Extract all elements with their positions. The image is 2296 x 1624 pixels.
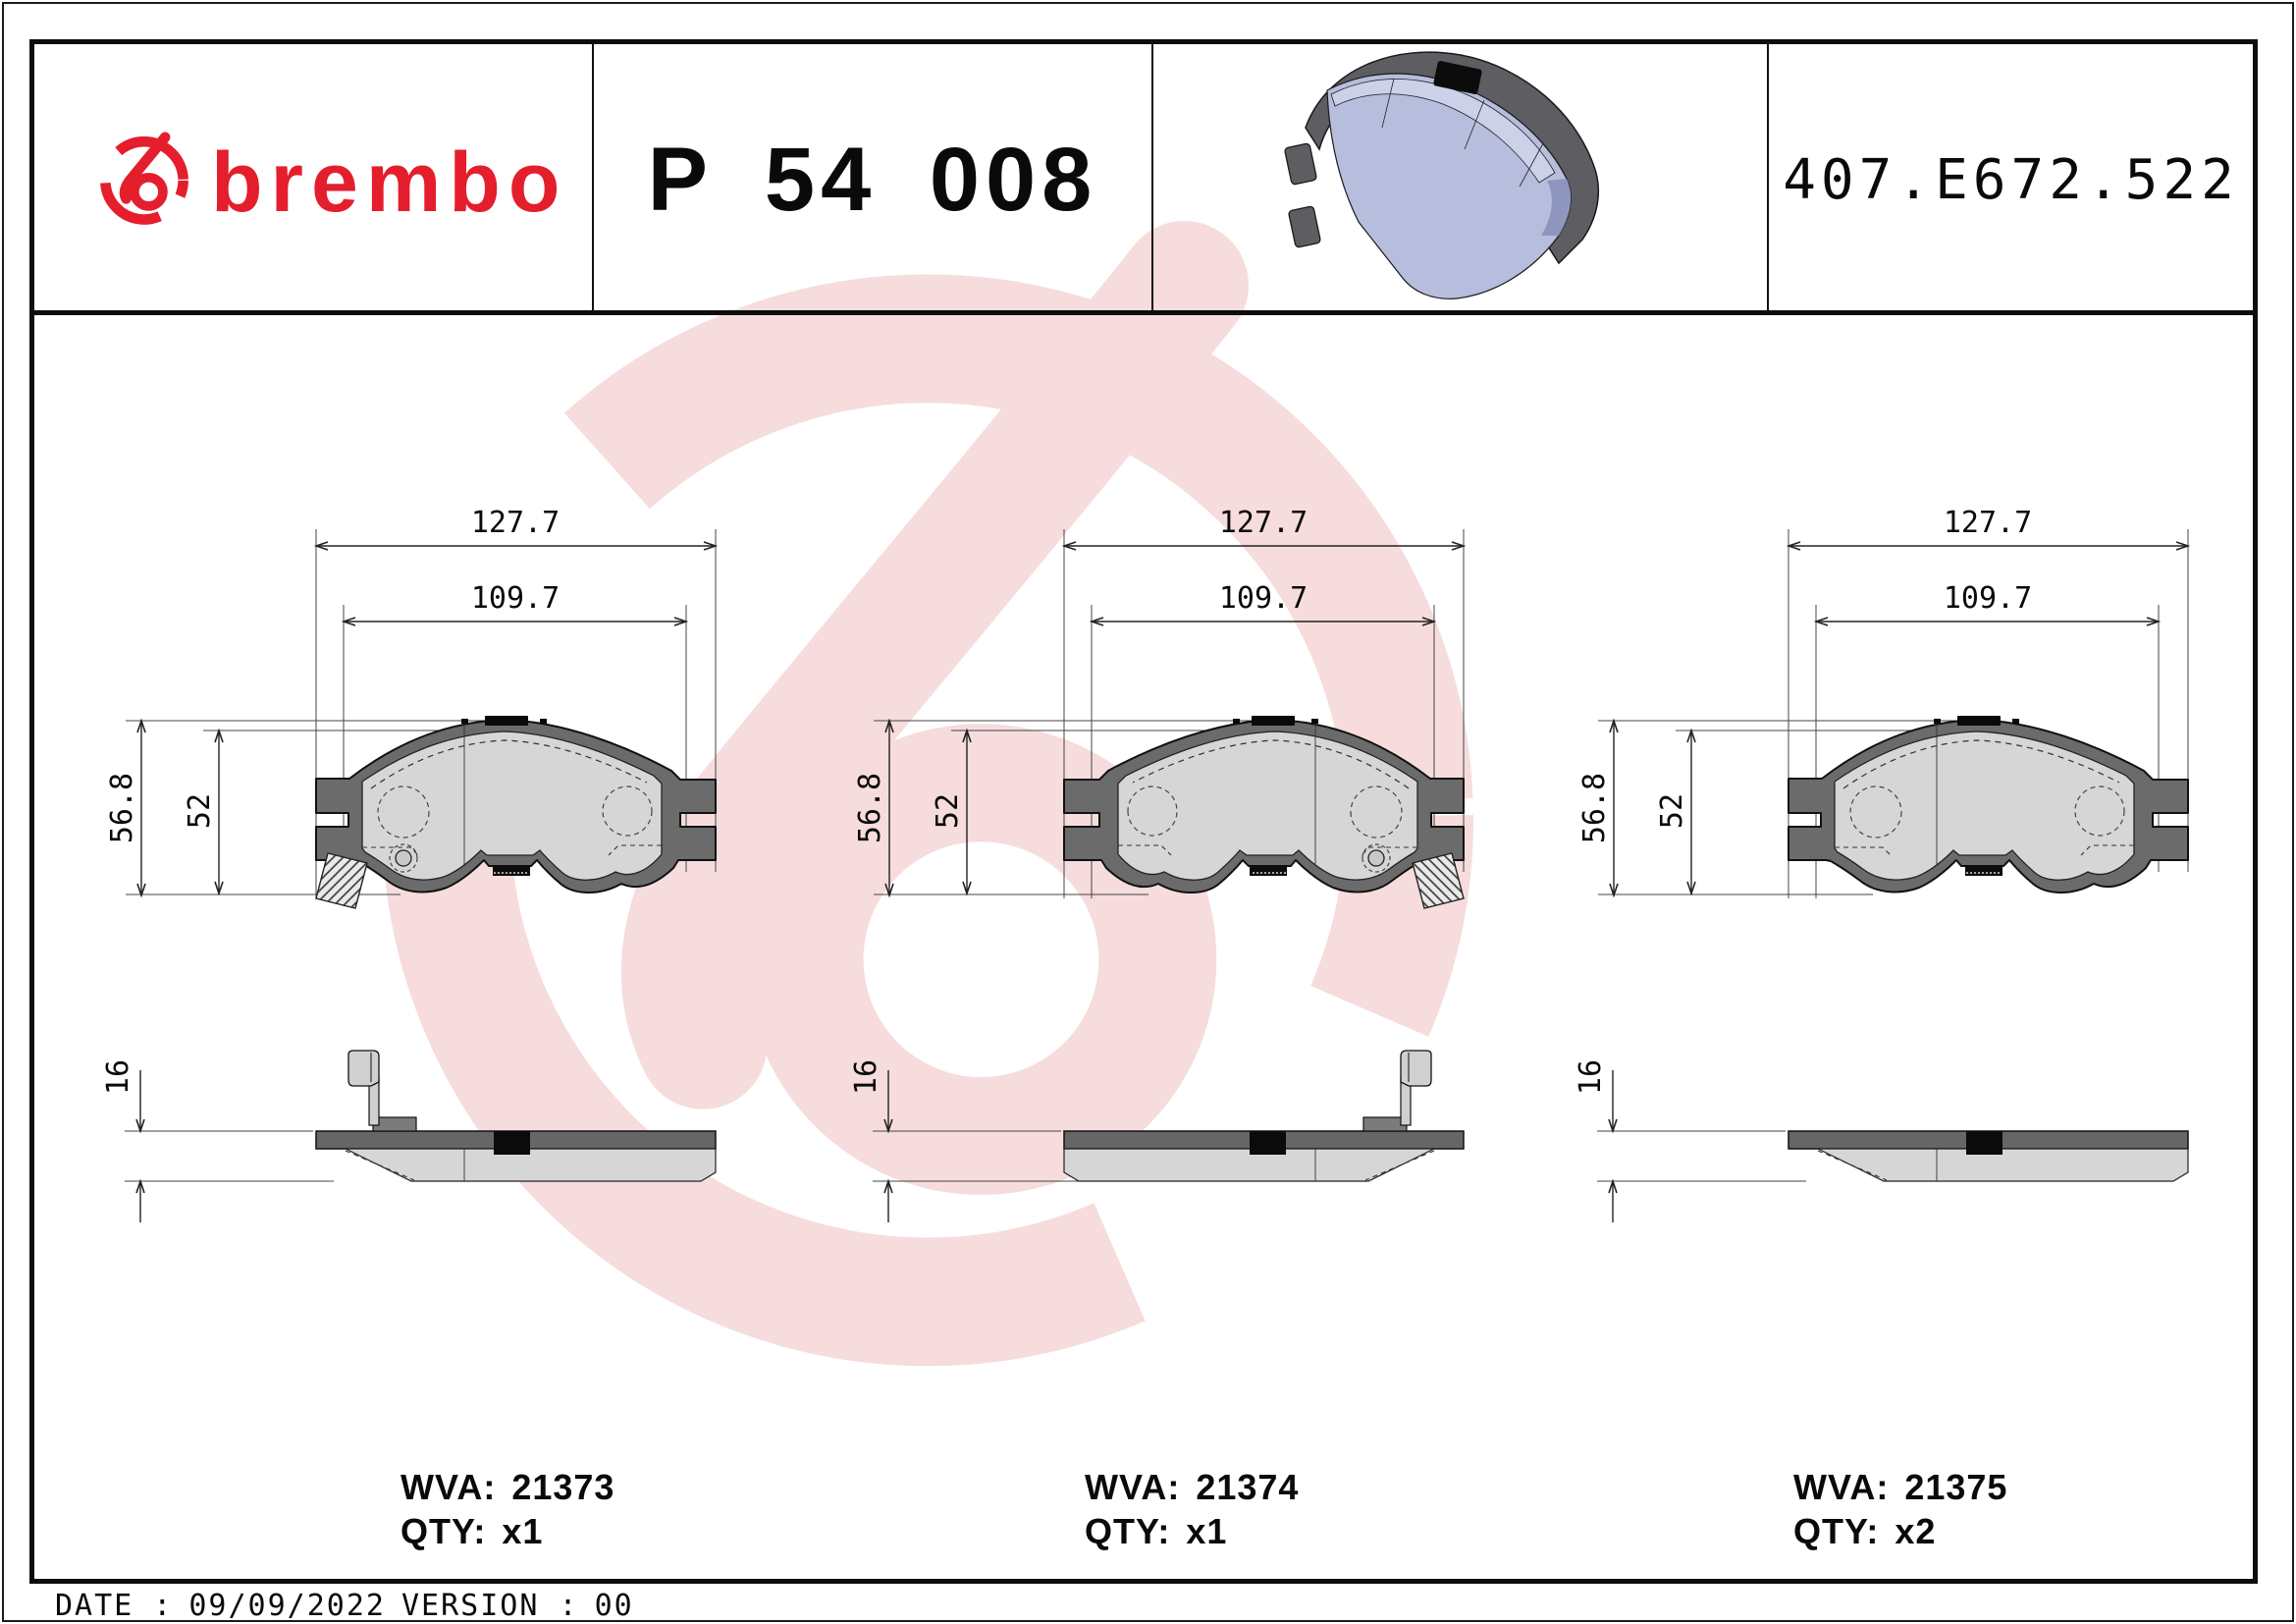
brembo-wordmark: brembo: [211, 135, 568, 230]
qty-label-1: QTY:: [400, 1511, 487, 1551]
header-row: brembo P 54 008 407.E672.522: [34, 44, 2253, 315]
pad-1-annotation: WVA: 21373 QTY: x1: [400, 1465, 614, 1553]
wva-value-1: 21373: [511, 1467, 615, 1507]
drawing-code: 407.E672.522: [1783, 147, 2239, 212]
qty-value-3: x2: [1895, 1511, 1937, 1551]
drawing-code-cell: 407.E672.522: [1769, 44, 2253, 315]
pad-3-annotation: WVA: 21375 QTY: x2: [1793, 1465, 2007, 1553]
version-label: VERSION :: [401, 1589, 579, 1623]
footer-line: DATE : 09/09/2022 VERSION : 00: [55, 1589, 650, 1623]
qty-value-1: x1: [502, 1511, 544, 1551]
part-number: P 54 008: [647, 129, 1098, 230]
main-frame: [29, 39, 2258, 1584]
brembo-logo-icon: [93, 123, 195, 237]
qty-label-3: QTY:: [1793, 1511, 1880, 1551]
product-image-cell: [1153, 44, 1769, 315]
logo-cell: brembo: [34, 44, 594, 315]
wva-value-3: 21375: [1904, 1467, 2008, 1507]
wva-label-1: WVA:: [400, 1467, 497, 1507]
qty-label-2: QTY:: [1085, 1511, 1171, 1551]
wva-value-2: 21374: [1196, 1467, 1300, 1507]
date-label: DATE :: [55, 1589, 174, 1623]
wva-label-2: WVA:: [1085, 1467, 1181, 1507]
wva-label-3: WVA:: [1793, 1467, 1890, 1507]
part-number-cell: P 54 008: [594, 44, 1153, 315]
version-value: 00: [594, 1589, 634, 1623]
pad-2-annotation: WVA: 21374 QTY: x1: [1085, 1465, 1299, 1553]
qty-value-2: x1: [1186, 1511, 1228, 1551]
date-value: 09/09/2022: [188, 1589, 386, 1623]
header-divider: [34, 310, 2253, 315]
